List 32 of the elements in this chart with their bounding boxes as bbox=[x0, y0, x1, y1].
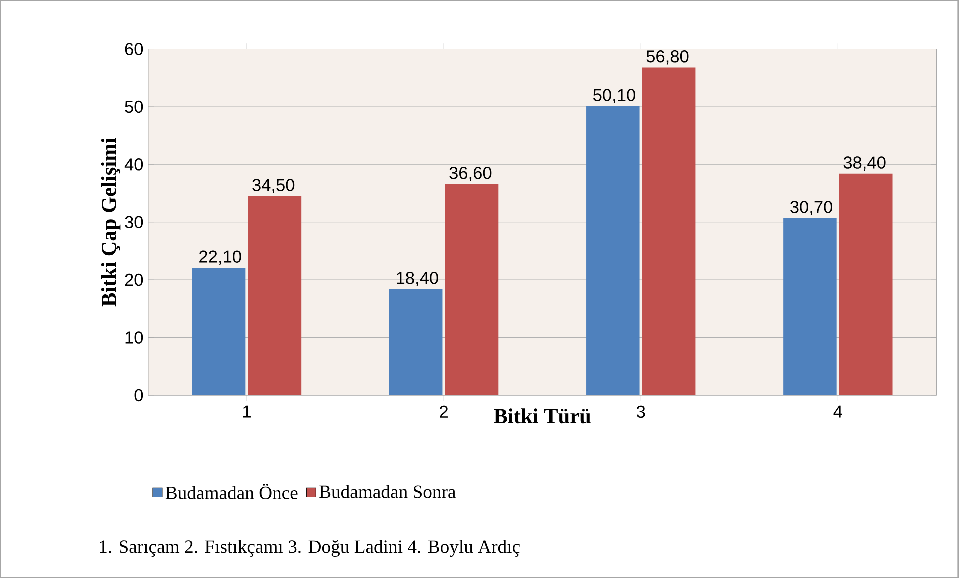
data-label: 22,10 bbox=[200, 250, 242, 266]
bar bbox=[192, 268, 246, 396]
y-axis-title: Bitki Çap Gelişimi bbox=[101, 138, 121, 307]
bar bbox=[784, 218, 837, 396]
y-tick-label: 10 bbox=[126, 332, 144, 344]
legend-label: Budamadan Önce bbox=[166, 484, 298, 500]
y-tick-label: 60 bbox=[125, 43, 144, 56]
y-tick-label: 20 bbox=[125, 274, 144, 286]
data-label: 36,60 bbox=[450, 167, 492, 182]
y-tick-label: 50 bbox=[125, 101, 144, 114]
data-label: 50,10 bbox=[594, 89, 636, 104]
data-label: 18,40 bbox=[397, 272, 438, 287]
y-tick-label: 0 bbox=[134, 390, 144, 402]
bar bbox=[389, 290, 443, 396]
data-label: 56,80 bbox=[646, 50, 689, 66]
x-tick-label: 2 bbox=[440, 406, 448, 418]
x-tick-label: 4 bbox=[834, 406, 842, 418]
legend-label: Budamadan Sonra bbox=[320, 485, 456, 499]
x-tick-label: 3 bbox=[636, 406, 646, 418]
bar bbox=[586, 106, 640, 396]
text: 1. Sarıçam 2. Fıstıkçamı 3. Doğu Ladini 4. Boylu Ardıç bbox=[100, 540, 520, 558]
bar bbox=[248, 196, 302, 396]
y-tick-label: 30 bbox=[125, 216, 144, 229]
x-tick-label: 1 bbox=[243, 406, 251, 418]
bar bbox=[445, 184, 499, 396]
y-tick-label: 40 bbox=[124, 158, 144, 172]
data-label: 38,40 bbox=[844, 156, 886, 172]
bar bbox=[642, 68, 696, 396]
data-label: 34,50 bbox=[252, 179, 295, 194]
bar bbox=[840, 174, 893, 396]
x-axis-title: Bitki Türü bbox=[494, 408, 591, 424]
data-label: 30,70 bbox=[790, 201, 833, 216]
